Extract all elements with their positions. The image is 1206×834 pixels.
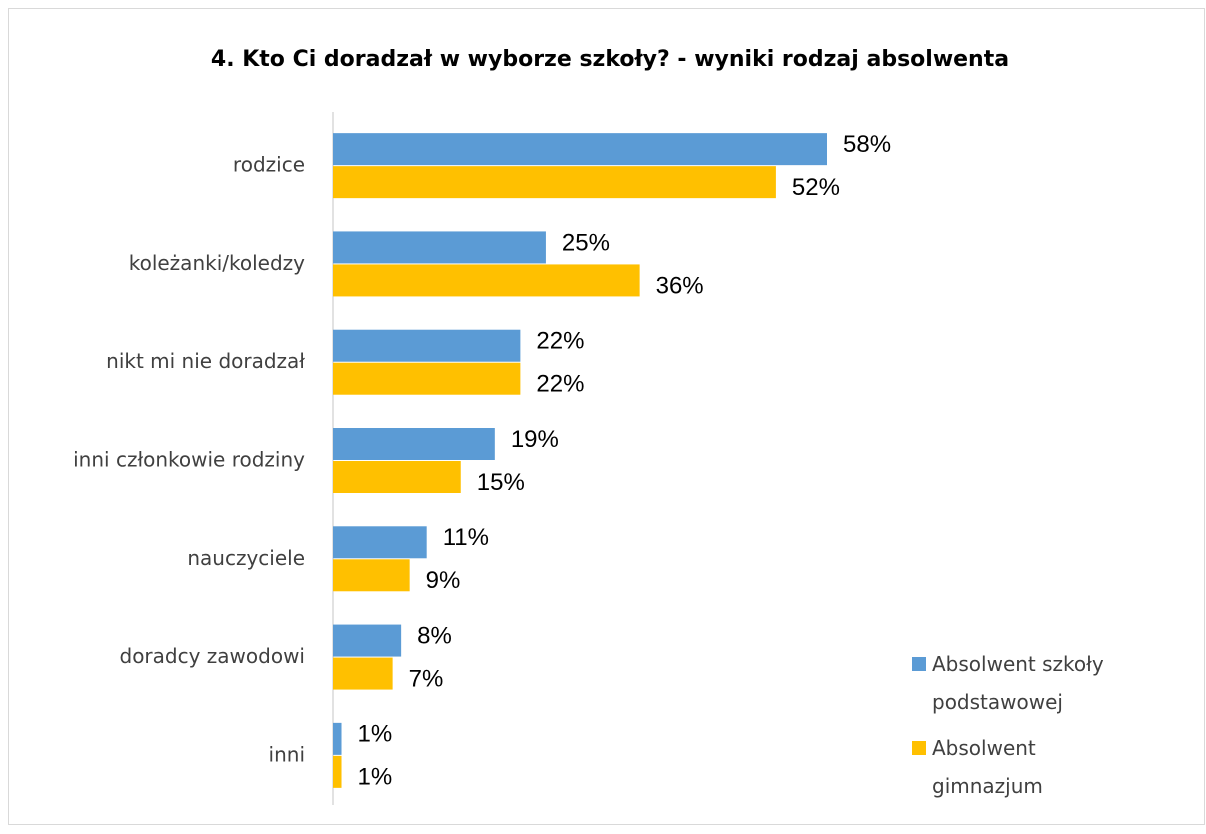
legend-item: Absolwent gimnazjum bbox=[912, 729, 1142, 805]
legend-item: Absolwent szkoły podstawowej bbox=[912, 645, 1142, 721]
bar bbox=[333, 428, 495, 460]
data-label: 11% bbox=[443, 524, 489, 551]
data-label: 58% bbox=[843, 131, 891, 158]
data-label: 9% bbox=[426, 567, 461, 594]
legend-swatch bbox=[912, 741, 926, 755]
data-label: 8% bbox=[417, 622, 452, 649]
bar bbox=[333, 166, 776, 199]
y-tick-label: rodzice bbox=[233, 153, 305, 177]
data-label: 22% bbox=[536, 328, 584, 355]
data-label: 7% bbox=[409, 665, 444, 692]
bar bbox=[333, 329, 521, 362]
data-label: 19% bbox=[511, 426, 559, 453]
y-tick-label: doradcy zawodowi bbox=[120, 644, 306, 668]
y-tick-label: nauczyciele bbox=[187, 546, 305, 570]
data-label: 1% bbox=[358, 764, 393, 791]
data-label: 22% bbox=[536, 371, 584, 398]
y-tick-label: nikt mi nie doradzał bbox=[106, 349, 305, 373]
bar bbox=[333, 559, 410, 592]
data-label: 36% bbox=[656, 272, 704, 299]
bar bbox=[333, 362, 521, 395]
y-tick-label: inni bbox=[269, 742, 305, 766]
bar bbox=[333, 526, 427, 559]
bar bbox=[333, 264, 640, 297]
data-label: 1% bbox=[358, 721, 393, 748]
data-label: 15% bbox=[477, 469, 525, 496]
legend: Absolwent szkoły podstawowej Absolwent gi… bbox=[912, 645, 1142, 813]
bar bbox=[333, 657, 393, 690]
chart-title: 4. Kto Ci doradzał w wyborze szkoły? - w… bbox=[211, 47, 1009, 72]
bar bbox=[333, 624, 402, 657]
bar bbox=[333, 231, 546, 264]
bar bbox=[333, 722, 342, 755]
legend-swatch bbox=[912, 657, 926, 671]
bar bbox=[333, 755, 342, 788]
y-tick-label: inni członkowie rodziny bbox=[73, 448, 305, 472]
data-label: 52% bbox=[792, 174, 840, 201]
bar bbox=[333, 133, 827, 166]
y-tick-label: koleżanki/koledzy bbox=[129, 251, 305, 275]
bar bbox=[333, 461, 461, 493]
data-label: 25% bbox=[562, 229, 610, 256]
legend-label: Absolwent gimnazjum bbox=[932, 736, 1043, 798]
legend-label: Absolwent szkoły podstawowej bbox=[932, 652, 1104, 714]
